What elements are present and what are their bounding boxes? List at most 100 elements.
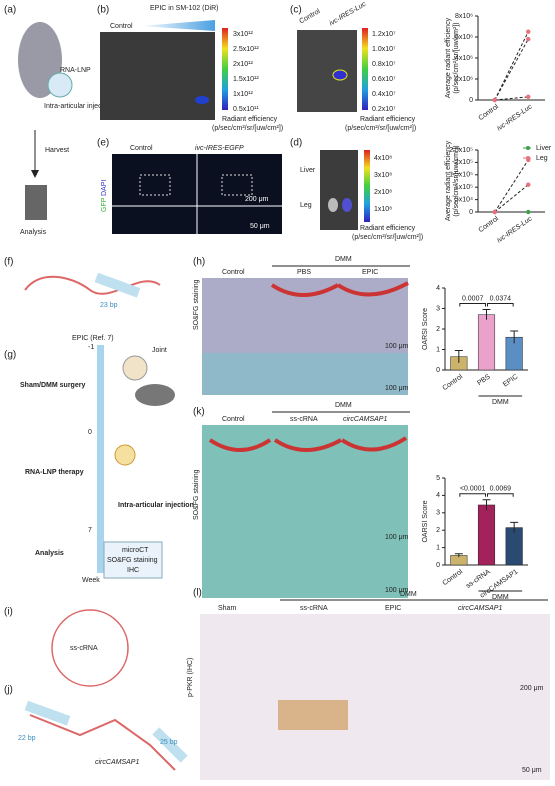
colorbar-tick: 0.2x10⁷: [372, 106, 396, 113]
y-tick-label: 3: [436, 305, 440, 312]
x-tick-label: ivc-IRES-Luc: [496, 215, 534, 244]
x-tick-label: EPIC: [502, 373, 519, 388]
colorbar-unit: (p/sec/cm²/sr/[uw/cm²]): [352, 234, 423, 241]
y-tick-label: 2x10⁶: [455, 76, 473, 83]
y-axis-label: OARSI Score: [422, 500, 429, 542]
y-tick-label: 4: [436, 285, 440, 292]
colorbar-tick: 4x10⁸: [374, 155, 392, 162]
label: circCAMSAP1: [95, 759, 139, 766]
stain: [270, 281, 409, 297]
group-label: DMM: [335, 402, 352, 409]
panel-labels: (a) (b) (c) (d) (e) (f) (g) (h) (i) (j) …: [4, 5, 302, 696]
bar: [477, 504, 496, 566]
bar: [505, 527, 523, 566]
signal: [332, 69, 348, 81]
scale-label: 100 μm: [385, 343, 409, 350]
y-tick-label: 1x10⁵: [455, 184, 473, 191]
y-tick-label: 1: [436, 346, 440, 353]
tissue: [328, 198, 338, 212]
dose-wedge: [140, 20, 215, 31]
error-bar: [482, 309, 491, 320]
legend-label: Leg: [536, 155, 548, 162]
panel-label: (a): [4, 5, 16, 16]
significance-bracket: [459, 493, 486, 497]
lnp-icon: [47, 72, 73, 98]
stain-label: p-PKR (IHC): [187, 658, 194, 697]
panel-label: (b): [97, 5, 109, 16]
colorbar-tick: 3x10⁸: [374, 172, 392, 179]
point: [526, 29, 531, 34]
colorbar-tick: 2.5x10¹²: [233, 46, 259, 53]
step: Sham/DMM surgery: [20, 382, 85, 389]
scale-label: 200 μm: [245, 196, 269, 203]
y-tick-label: 6x10⁶: [455, 34, 473, 41]
series-line: [494, 184, 529, 213]
y-axis-unit: (p/sec/cm²/sr/[uw/cm²]): [453, 145, 460, 216]
y-tick-label: 2x10⁵: [455, 159, 473, 166]
y-tick-label: 8x10⁶: [455, 13, 473, 20]
error-bar: [510, 521, 519, 533]
step: Analysis: [35, 550, 64, 557]
panel-g: -1 0 7 Week Sham/DMM surgery RNA-LNP the…: [20, 344, 194, 584]
scale-label: 100 μm: [385, 534, 409, 541]
label: ss-cRNA: [290, 416, 318, 423]
colorbar-title: Radiant efficiency: [360, 225, 416, 232]
point: [492, 97, 497, 103]
group-label: DMM: [400, 591, 417, 598]
panel-a: RNA-LNP Intra-articular injection Harves…: [18, 22, 113, 236]
y-tick-label: 0: [469, 209, 473, 216]
histology-image: [202, 278, 408, 353]
series-line: [494, 38, 529, 101]
label: 22 bp: [18, 735, 36, 742]
point: [492, 209, 497, 215]
ivis-image: [297, 30, 357, 112]
y-tick-label: 0: [436, 562, 440, 569]
label: Control: [222, 269, 245, 276]
colorbar-tick: 1.0x10⁷: [372, 46, 396, 53]
point: [526, 94, 531, 100]
group-label: DMM: [492, 594, 509, 601]
y-tick-label: 0: [436, 367, 440, 374]
y-tick-label: 1: [436, 544, 440, 551]
x-tick-label: PBS: [476, 373, 492, 387]
x-tick-label: ivc-IRES-Luc: [496, 103, 534, 132]
inset-box: [139, 174, 171, 196]
label: circCAMSAP1: [343, 416, 387, 423]
colorbar-tick: 0.8x10⁷: [372, 61, 396, 68]
stain: [208, 436, 408, 452]
error-bar: [454, 553, 463, 558]
colorbar: [222, 28, 228, 110]
scale-label: 50 μm: [522, 767, 542, 774]
panel-label: (e): [97, 138, 109, 149]
panel-l: DMM Sham ss-cRNA EPIC circCAMSAP1 p-PKR …: [187, 591, 550, 780]
y-tick-label: 0: [469, 97, 473, 104]
channel-label: GFP: [101, 197, 108, 212]
panel-k: DMM Control ss-cRNA circCAMSAP1 SO&FG st…: [193, 402, 410, 598]
ivis-image: [320, 150, 358, 230]
y-axis-label: Average radiant efficiency: [445, 17, 452, 98]
panel-e: Control ivc-IRES-EGFP 200 μm 50 μm GFP D…: [101, 145, 282, 234]
label: EPIC: [362, 269, 378, 276]
x-tick-label: Control: [477, 103, 500, 122]
panel-c: Control ivc-IRES-Luc 1.2x10⁷ 1.0x10⁷ 0.8…: [297, 1, 416, 132]
label: Control: [298, 8, 321, 26]
signal: [342, 198, 352, 212]
joint-icon: [122, 355, 148, 381]
signal: [195, 96, 209, 104]
panel-label: (c): [290, 5, 302, 16]
panel-b: EPIC in SM-102 (DiR) Control 3x10¹² 2.5x…: [100, 5, 283, 132]
panel-label: (f): [4, 257, 13, 268]
caption: EPIC (Ref. 7): [72, 335, 114, 342]
rna-structure: [24, 275, 161, 295]
label: Sham: [218, 605, 236, 612]
ihc-image: [200, 614, 550, 780]
y-tick-label: 2.5x10⁵: [449, 147, 473, 154]
arrow-head: [31, 170, 39, 178]
panel-label: (k): [193, 407, 205, 418]
colorbar-unit: (p/sec/cm²/sr/[uw/cm²]): [345, 125, 416, 132]
label: 23 bp: [100, 302, 118, 309]
step: RNA-LNP therapy: [25, 469, 84, 476]
label: Control: [130, 145, 153, 152]
series-line: [494, 96, 529, 101]
stem-highlight: [152, 727, 188, 763]
